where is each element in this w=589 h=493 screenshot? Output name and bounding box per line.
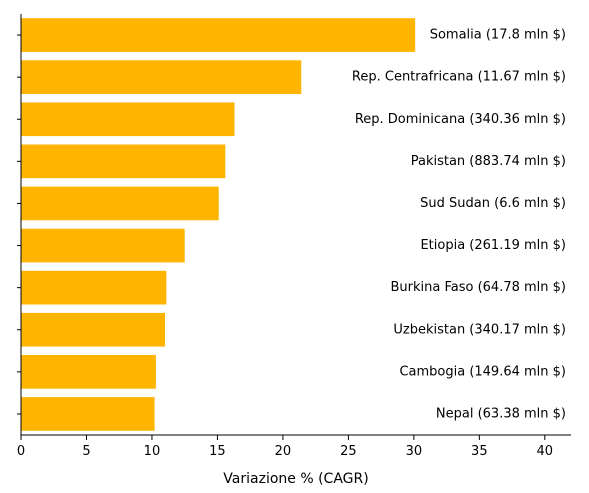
bar <box>21 270 167 305</box>
x-tick-label: 5 <box>82 444 90 459</box>
bar <box>21 60 302 94</box>
bar-label: Rep. Centrafricana (11.67 mln $) <box>352 70 566 85</box>
bar <box>21 186 219 221</box>
x-tick-label: 30 <box>406 444 423 459</box>
x-tick-label: 35 <box>471 444 488 459</box>
x-tick-label: 40 <box>537 444 554 459</box>
bar-label: Burkina Faso (64.78 mln $) <box>391 280 567 295</box>
bar-label: Pakistan (883.74 mln $) <box>411 154 566 169</box>
x-tick-label: 10 <box>144 444 161 459</box>
bar <box>21 18 416 52</box>
bar-label: Cambogia (149.64 mln $) <box>399 364 566 379</box>
x-tick-label: 20 <box>275 444 292 459</box>
bar-label: Etiopia (261.19 mln $) <box>420 238 566 253</box>
bars-group <box>21 18 416 431</box>
bar <box>21 228 185 263</box>
x-tick-label: 0 <box>17 444 25 459</box>
bar-label: Somalia (17.8 mln $) <box>430 28 566 43</box>
x-axis-title: Variazione % (CAGR) <box>223 471 368 487</box>
bar-label: Nepal (63.38 mln $) <box>436 406 566 421</box>
bar <box>21 312 166 347</box>
bar-label: Rep. Dominicana (340.36 mln $) <box>355 112 566 127</box>
x-tick-label: 15 <box>209 444 226 459</box>
bar <box>21 397 155 431</box>
bar-label: Uzbekistan (340.17 mln $) <box>393 322 566 337</box>
bar-label: Sud Sudan (6.6 mln $) <box>420 196 566 211</box>
bar-labels-group: Somalia (17.8 mln $) Rep. Centrafricana (… <box>352 28 566 422</box>
x-tick-label: 25 <box>340 444 357 459</box>
bar <box>21 144 226 179</box>
bar <box>21 355 156 389</box>
axes-group: 0 5 10 15 20 25 30 35 40 <box>17 14 571 459</box>
bar <box>21 102 235 137</box>
